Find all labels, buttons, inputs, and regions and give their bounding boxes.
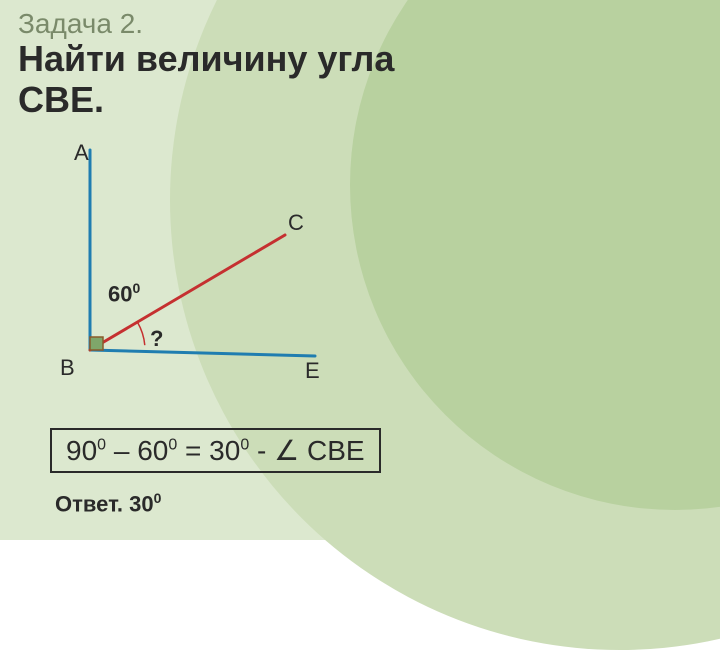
solution-equation-box: 900 – 600 = 300 - ∠ СВЕ	[50, 428, 381, 473]
point-label-B: В	[60, 355, 75, 381]
question-mark: ?	[150, 326, 163, 352]
title-line-2: CВЕ.	[18, 79, 104, 120]
final-answer: Ответ. 300	[55, 490, 161, 517]
point-label-C: С	[288, 210, 304, 236]
point-label-A: А	[74, 140, 89, 166]
angle-diagram: А В С Е 600 ?	[60, 140, 350, 380]
problem-subtitle: Задача 2.	[18, 8, 143, 40]
point-label-E: Е	[305, 358, 320, 384]
title-line-1: Найти величину угла	[18, 38, 394, 79]
problem-title: Найти величину угла CВЕ.	[18, 38, 394, 121]
angle-60-label: 600	[108, 280, 140, 307]
